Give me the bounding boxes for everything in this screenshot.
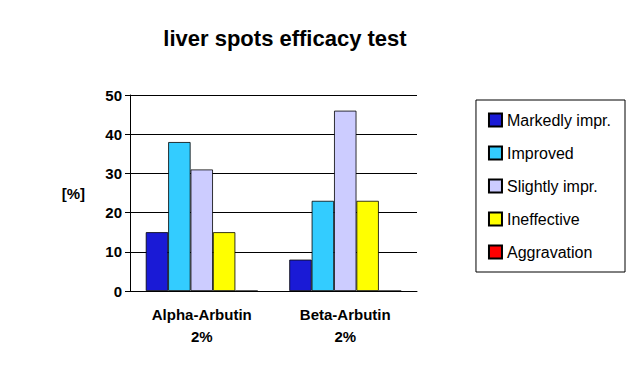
svg-text:0: 0 [114, 283, 122, 300]
svg-text:Alpha-Arbutin: Alpha-Arbutin [152, 306, 252, 323]
svg-text:30: 30 [105, 165, 122, 182]
svg-text:Slightly impr.: Slightly impr. [507, 178, 598, 195]
svg-text:20: 20 [105, 204, 122, 221]
svg-text:[%]: [%] [62, 185, 85, 202]
svg-text:2%: 2% [191, 328, 213, 345]
svg-text:liver spots efficacy test: liver spots efficacy test [163, 26, 407, 51]
svg-text:2%: 2% [334, 328, 356, 345]
svg-text:Ineffective: Ineffective [507, 211, 580, 228]
svg-text:50: 50 [105, 87, 122, 104]
svg-text:Improved: Improved [507, 145, 574, 162]
svg-text:40: 40 [105, 126, 122, 143]
svg-text:Beta-Arbutin: Beta-Arbutin [300, 306, 391, 323]
svg-text:Aggravation: Aggravation [507, 244, 592, 261]
svg-text:10: 10 [105, 243, 122, 260]
svg-text:Markedly impr.: Markedly impr. [507, 112, 611, 129]
